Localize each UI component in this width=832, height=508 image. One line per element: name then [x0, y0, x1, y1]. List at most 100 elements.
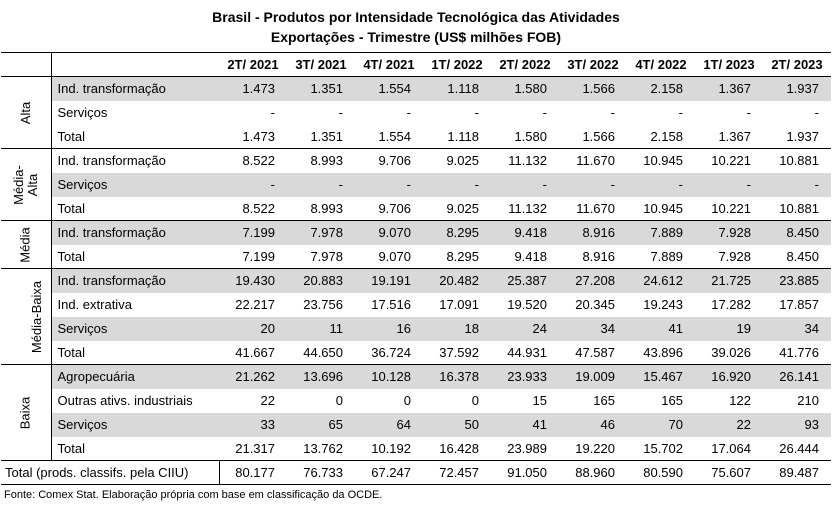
value-cell: 65	[287, 412, 355, 437]
value-cell: 11.670	[559, 148, 627, 173]
value-cell: 9.706	[355, 148, 423, 173]
column-header: 1T/ 2022	[423, 52, 491, 77]
value-cell: 19.520	[507, 297, 547, 312]
value-cell: 7.199	[219, 220, 287, 245]
column-header: 3T/ 2022	[559, 52, 627, 77]
row-label: Total	[57, 128, 85, 144]
value-cell: 20	[219, 316, 287, 341]
value-cell: 70	[627, 412, 695, 437]
table-row: Total 21.317 13.762 10.192 16.428 23.989 19.22…	[1, 437, 831, 461]
value-cell: 20.883	[287, 268, 355, 293]
value-cell: 9.070	[355, 220, 423, 245]
value-cell: 10.945	[643, 200, 683, 216]
value-cell: 10.128	[355, 364, 423, 389]
value-cell: 11.132	[508, 200, 547, 216]
group-label: Média- Alta	[1, 148, 52, 221]
row-label: Ind. transformação	[51, 268, 219, 293]
value-cell: 19.430	[219, 268, 287, 293]
grand-total-value: 67.247	[355, 460, 423, 485]
group-label-text: Alta	[17, 101, 33, 125]
group-label: Baixa	[1, 364, 52, 461]
value-cell: 7.978	[310, 248, 343, 264]
value-cell: -	[219, 172, 287, 197]
value-cell: 24.612	[627, 268, 695, 293]
source-note: Fonte: Comex Stat. Elaboração própria co…	[4, 489, 383, 501]
value-cell: 16.920	[695, 364, 763, 389]
value-cell: 7.928	[695, 220, 763, 245]
value-cell: 8.916	[559, 220, 627, 245]
value-cell: 25.387	[491, 268, 559, 293]
value-cell: 1.566	[559, 76, 627, 101]
grand-total-value: 75.607	[695, 460, 763, 485]
value-cell: -	[627, 172, 695, 197]
grand-total-value: 89.487	[763, 460, 831, 485]
value-cell: 8.295	[446, 248, 479, 264]
table-row: Serviços 33 65 64 50 41 46 70 22 93	[1, 412, 831, 437]
table-row: Baixa Agropecuária 21.262 13.696 10.128 16.37…	[1, 364, 831, 461]
group-label: Média	[1, 220, 52, 269]
value-cell: 7.928	[718, 248, 751, 264]
value-cell: 21.725	[695, 268, 763, 293]
value-cell: 1.580	[514, 128, 547, 144]
row-label: Total	[57, 344, 85, 360]
value-cell: 22	[260, 393, 275, 408]
row-label: Serviços	[57, 105, 108, 120]
value-cell: 23.989	[507, 440, 547, 456]
table-row: Outras ativs. industriais 22 0 0 0 15 165 165 12…	[1, 389, 831, 413]
value-cell: 27.208	[559, 268, 627, 293]
value-cell: 1.554	[355, 76, 423, 101]
value-cell: 11.670	[576, 200, 615, 216]
value-cell: 8.450	[786, 248, 819, 264]
value-cell: 7.889	[650, 248, 683, 264]
row-label: Serviços	[51, 172, 219, 197]
value-cell: -	[746, 105, 751, 120]
table-row: Total 1.473 1.351 1.554 1.118 1.580 1.566 2.158…	[1, 125, 831, 149]
value-cell: 23.933	[491, 364, 559, 389]
value-cell: -	[763, 172, 831, 197]
row-label: Agropecuária	[51, 364, 219, 389]
value-cell: 17.282	[711, 297, 751, 312]
table-row: Serviços 20 11 16 18 24 34 41 19 34	[1, 316, 831, 341]
row-label: Ind. transformação	[51, 220, 219, 245]
value-cell: 7.889	[627, 220, 695, 245]
value-cell: 26.444	[779, 440, 819, 456]
corner-cell	[1, 52, 52, 77]
value-cell: 122	[729, 393, 751, 408]
value-cell: 9.418	[491, 220, 559, 245]
value-cell: 10.945	[627, 148, 695, 173]
column-header: 4T/ 2021	[355, 52, 423, 77]
value-cell: 19.191	[355, 268, 423, 293]
value-cell: 8.450	[763, 220, 831, 245]
value-cell: 20.482	[423, 268, 491, 293]
table-row: Serviços - - - - - - - - -	[1, 101, 831, 125]
value-cell: 15.702	[643, 440, 683, 456]
value-cell: -	[406, 105, 411, 120]
column-header: 3T/ 2021	[287, 52, 355, 77]
value-cell: 47.587	[575, 344, 615, 360]
group-label-text: Média-Baixa	[29, 280, 45, 354]
value-cell: 2.158	[650, 128, 683, 144]
value-cell: 13.696	[287, 364, 355, 389]
value-cell: 10.221	[711, 200, 751, 216]
value-cell: -	[491, 172, 559, 197]
value-cell: 8.522	[219, 148, 287, 173]
value-cell: 1.367	[718, 128, 751, 144]
value-cell: 1.937	[786, 128, 819, 144]
value-cell: 21.262	[219, 364, 287, 389]
value-cell: 16.428	[439, 440, 479, 456]
table-row: Média- Alta Ind. transformação 8.522 8.993 9.…	[1, 148, 831, 221]
value-cell: 15.467	[627, 364, 695, 389]
value-cell: 64	[355, 412, 423, 437]
table-row: Média-Baixa Ind. transformação 19.430 20.88…	[1, 268, 831, 365]
value-cell: 16.378	[423, 364, 491, 389]
value-cell: 9.070	[378, 248, 411, 264]
table-row: Total 8.522 8.993 9.706 9.025 11.132 11.670 10.…	[1, 197, 831, 221]
row-label: Serviços	[51, 412, 219, 437]
value-cell: 13.762	[303, 440, 343, 456]
column-header: 1T/ 2023	[695, 52, 763, 77]
value-cell: 9.418	[514, 248, 547, 264]
value-cell: 165	[593, 393, 615, 408]
value-cell: 22	[695, 412, 763, 437]
group-label: Alta	[1, 76, 52, 149]
value-cell: 16	[355, 316, 423, 341]
